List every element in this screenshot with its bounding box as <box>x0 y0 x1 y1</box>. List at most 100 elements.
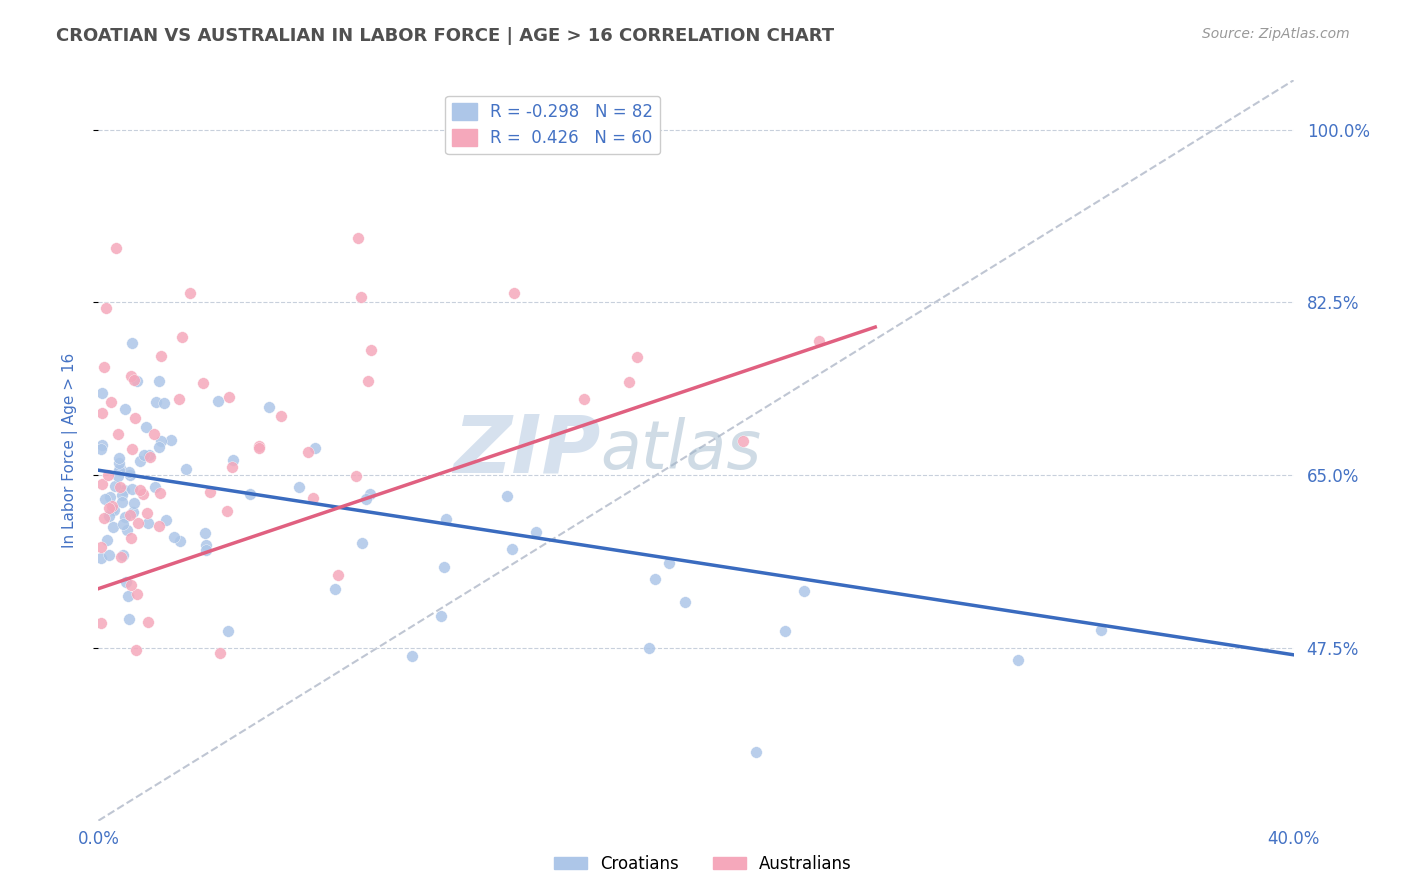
Point <box>297 445 319 459</box>
Point <box>100 500 122 514</box>
Point <box>429 608 451 623</box>
Point <box>108 450 131 465</box>
Point <box>128 483 150 498</box>
Point <box>793 584 815 599</box>
Point <box>94 301 117 316</box>
Point <box>121 442 143 456</box>
Y-axis label: In Labor Force | Age > 16: In Labor Force | Age > 16 <box>62 353 77 548</box>
Point <box>149 486 172 500</box>
Point <box>98 509 121 524</box>
Point <box>323 582 346 596</box>
Point <box>354 491 377 506</box>
Point <box>125 642 148 657</box>
Point <box>347 231 370 245</box>
Point <box>138 448 160 462</box>
Point <box>502 285 524 300</box>
Point <box>115 523 138 537</box>
Point <box>104 241 127 255</box>
Point <box>436 512 458 526</box>
Point <box>97 467 120 482</box>
Point <box>357 374 380 388</box>
Point <box>195 538 218 552</box>
Point <box>352 535 374 549</box>
Point <box>145 394 167 409</box>
Point <box>218 390 240 404</box>
Point <box>114 510 136 524</box>
Point <box>149 434 172 448</box>
Point <box>163 530 186 544</box>
Point <box>97 500 120 515</box>
Point <box>207 393 229 408</box>
Point <box>120 578 142 592</box>
Point <box>93 511 115 525</box>
Point <box>150 349 173 363</box>
Point <box>155 513 177 527</box>
Point <box>619 376 641 390</box>
Point <box>112 483 135 497</box>
Point <box>644 573 666 587</box>
Point <box>100 394 122 409</box>
Point <box>288 480 311 494</box>
Point <box>153 396 176 410</box>
Point <box>117 589 139 603</box>
Point <box>773 624 796 638</box>
Point <box>125 374 148 388</box>
Point <box>122 373 145 387</box>
Point <box>349 290 371 304</box>
Point <box>637 640 659 655</box>
Point <box>93 359 115 374</box>
Point <box>125 587 148 601</box>
Point <box>359 486 381 500</box>
Point <box>217 504 239 518</box>
Legend: Croatians, Australians: Croatians, Australians <box>547 848 859 880</box>
Point <box>1007 652 1029 666</box>
Point <box>301 491 323 505</box>
Point <box>572 392 595 407</box>
Point <box>98 490 121 504</box>
Point <box>174 462 197 476</box>
Point <box>198 485 221 500</box>
Text: CROATIAN VS AUSTRALIAN IN LABOR FORCE | AGE > 16 CORRELATION CHART: CROATIAN VS AUSTRALIAN IN LABOR FORCE | … <box>56 27 834 45</box>
Point <box>124 411 146 425</box>
Point <box>194 526 217 541</box>
Point <box>138 615 160 630</box>
Point <box>118 612 141 626</box>
Point <box>194 543 217 558</box>
Point <box>110 550 132 565</box>
Point <box>433 560 456 574</box>
Point <box>673 595 696 609</box>
Point <box>111 488 134 502</box>
Point <box>1090 624 1112 638</box>
Point <box>169 533 191 548</box>
Point <box>90 442 112 457</box>
Point <box>496 489 519 503</box>
Point <box>259 400 281 414</box>
Point <box>90 438 112 452</box>
Point <box>142 427 165 442</box>
Point <box>208 646 231 660</box>
Point <box>132 448 155 462</box>
Point <box>807 334 830 348</box>
Point <box>731 434 754 448</box>
Point <box>114 401 136 416</box>
Point <box>118 465 141 479</box>
Point <box>121 336 143 351</box>
Point <box>524 524 547 539</box>
Point <box>344 468 367 483</box>
Point <box>304 441 326 455</box>
Point <box>401 648 423 663</box>
Point <box>132 487 155 501</box>
Point <box>91 385 114 400</box>
Point <box>121 482 143 496</box>
Point <box>360 343 382 357</box>
Text: atlas: atlas <box>600 417 762 483</box>
Point <box>111 495 134 509</box>
Point <box>143 480 166 494</box>
Point <box>107 427 129 442</box>
Point <box>745 745 768 759</box>
Point <box>239 487 262 501</box>
Text: Source: ZipAtlas.com: Source: ZipAtlas.com <box>1202 27 1350 41</box>
Point <box>90 616 112 631</box>
Point <box>148 374 170 388</box>
Point <box>120 531 142 545</box>
